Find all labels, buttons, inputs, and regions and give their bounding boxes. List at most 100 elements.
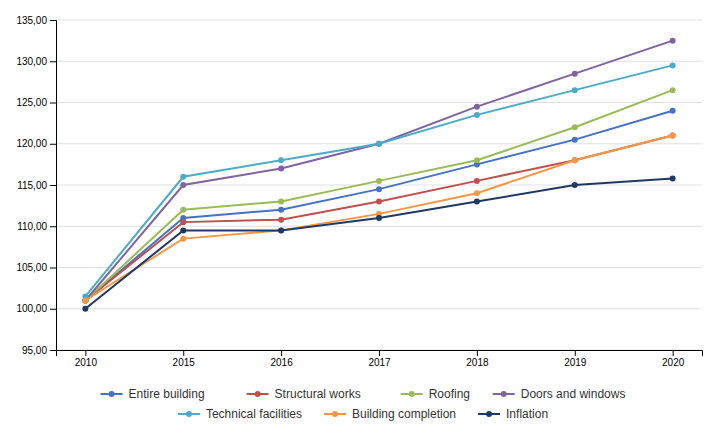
series-point bbox=[572, 137, 578, 143]
x-tick: 2016 bbox=[270, 350, 293, 368]
legend-label: Entire building bbox=[129, 387, 205, 401]
legend-marker bbox=[255, 391, 261, 397]
grid bbox=[56, 20, 702, 350]
grid-line bbox=[56, 185, 702, 186]
tick-mark bbox=[50, 268, 56, 269]
legend-label: Roofing bbox=[429, 387, 470, 401]
series-point bbox=[82, 298, 88, 304]
legend-label: Building completion bbox=[352, 407, 456, 421]
series-point bbox=[670, 87, 676, 93]
tick-mark bbox=[50, 144, 56, 145]
y-axis: 95,00100,00105,00110,00115,00120,00125,0… bbox=[16, 15, 56, 356]
tick-mark bbox=[575, 350, 576, 356]
series-point bbox=[474, 157, 480, 163]
series-point bbox=[82, 298, 88, 304]
tick-mark bbox=[50, 103, 56, 104]
legend-label: Structural works bbox=[275, 387, 361, 401]
series-point bbox=[278, 166, 284, 172]
legend-label: Doors and windows bbox=[521, 387, 626, 401]
tick-mark bbox=[379, 350, 380, 356]
chart: 95,00100,00105,00110,00115,00120,00125,0… bbox=[0, 0, 726, 434]
y-tick: 135,00 bbox=[16, 15, 56, 26]
legend-label: Inflation bbox=[506, 407, 548, 421]
series-point bbox=[180, 174, 186, 180]
tick-mark bbox=[673, 350, 674, 356]
legend-marker bbox=[186, 411, 192, 417]
series-point bbox=[376, 186, 382, 192]
series-point bbox=[180, 227, 186, 233]
series-point bbox=[474, 190, 480, 196]
legend-marker bbox=[409, 391, 415, 397]
tick-label: 100,00 bbox=[16, 303, 47, 314]
x-tick: 2019 bbox=[564, 350, 587, 368]
tick-label: 130,00 bbox=[16, 56, 47, 67]
series-group bbox=[82, 38, 675, 312]
series-point bbox=[474, 104, 480, 110]
legend: Entire building Structural works Roofing Do… bbox=[101, 387, 626, 421]
y-tick: 105,00 bbox=[16, 262, 56, 273]
series-point bbox=[278, 199, 284, 205]
legend-marker bbox=[332, 411, 338, 417]
y-tick: 110,00 bbox=[17, 221, 56, 232]
legend-item: Doors and windows bbox=[493, 387, 626, 401]
series-point bbox=[82, 306, 88, 312]
tick-label: 2010 bbox=[75, 357, 98, 368]
grid-line bbox=[56, 308, 702, 309]
series-point bbox=[376, 199, 382, 205]
legend-item: Roofing bbox=[401, 387, 470, 401]
series-point bbox=[572, 124, 578, 130]
series-point bbox=[278, 207, 284, 213]
tick-label: 110,00 bbox=[17, 221, 47, 232]
y-tick: 130,00 bbox=[16, 56, 56, 67]
series-point bbox=[376, 178, 382, 184]
series-point bbox=[572, 87, 578, 93]
legend-item: Building completion bbox=[324, 407, 456, 421]
tick-mark bbox=[50, 20, 56, 21]
y-tick: 120,00 bbox=[16, 138, 56, 149]
y-tick: 100,00 bbox=[16, 303, 56, 314]
grid-line bbox=[56, 226, 702, 227]
tick-label: 135,00 bbox=[16, 15, 47, 26]
tick-mark bbox=[50, 350, 56, 351]
series-line bbox=[85, 65, 672, 296]
x-axis: 2010201520162017201820192020 bbox=[57, 350, 703, 368]
series-point bbox=[670, 133, 676, 139]
legend-item: Entire building bbox=[101, 387, 205, 401]
axis-line bbox=[57, 351, 703, 357]
tick-mark bbox=[50, 185, 56, 186]
tick-mark bbox=[50, 226, 56, 227]
tick-label: 95,00 bbox=[22, 345, 47, 356]
series-line bbox=[85, 111, 672, 301]
series-line bbox=[85, 178, 672, 308]
series-point bbox=[180, 182, 186, 188]
grid-line bbox=[56, 102, 702, 103]
x-tick: 2018 bbox=[466, 350, 489, 368]
series-point bbox=[376, 215, 382, 221]
grid-line bbox=[56, 267, 702, 268]
series-point bbox=[572, 71, 578, 77]
series-point bbox=[278, 227, 284, 233]
x-tick: 2010 bbox=[75, 350, 98, 368]
series-point bbox=[670, 62, 676, 68]
plot: 95,00100,00105,00110,00115,00120,00125,0… bbox=[16, 15, 702, 368]
legend-item: Structural works bbox=[247, 387, 361, 401]
tick-mark bbox=[50, 61, 56, 62]
y-tick: 125,00 bbox=[16, 97, 56, 108]
series-point bbox=[180, 219, 186, 225]
tick-mark bbox=[85, 350, 86, 356]
x-tick: 2015 bbox=[173, 350, 196, 368]
series-point bbox=[278, 217, 284, 223]
legend-marker bbox=[486, 411, 492, 417]
series-point bbox=[474, 112, 480, 118]
series-point bbox=[670, 108, 676, 114]
y-tick: 95,00 bbox=[22, 345, 56, 356]
series-point bbox=[278, 157, 284, 163]
series-point bbox=[180, 236, 186, 242]
legend-item: Inflation bbox=[478, 407, 548, 421]
series-point bbox=[82, 298, 88, 304]
tick-label: 2020 bbox=[662, 357, 685, 368]
series-point bbox=[670, 133, 676, 139]
tick-label: 125,00 bbox=[16, 97, 47, 108]
tick-label: 2015 bbox=[173, 357, 196, 368]
series-point bbox=[376, 141, 382, 147]
